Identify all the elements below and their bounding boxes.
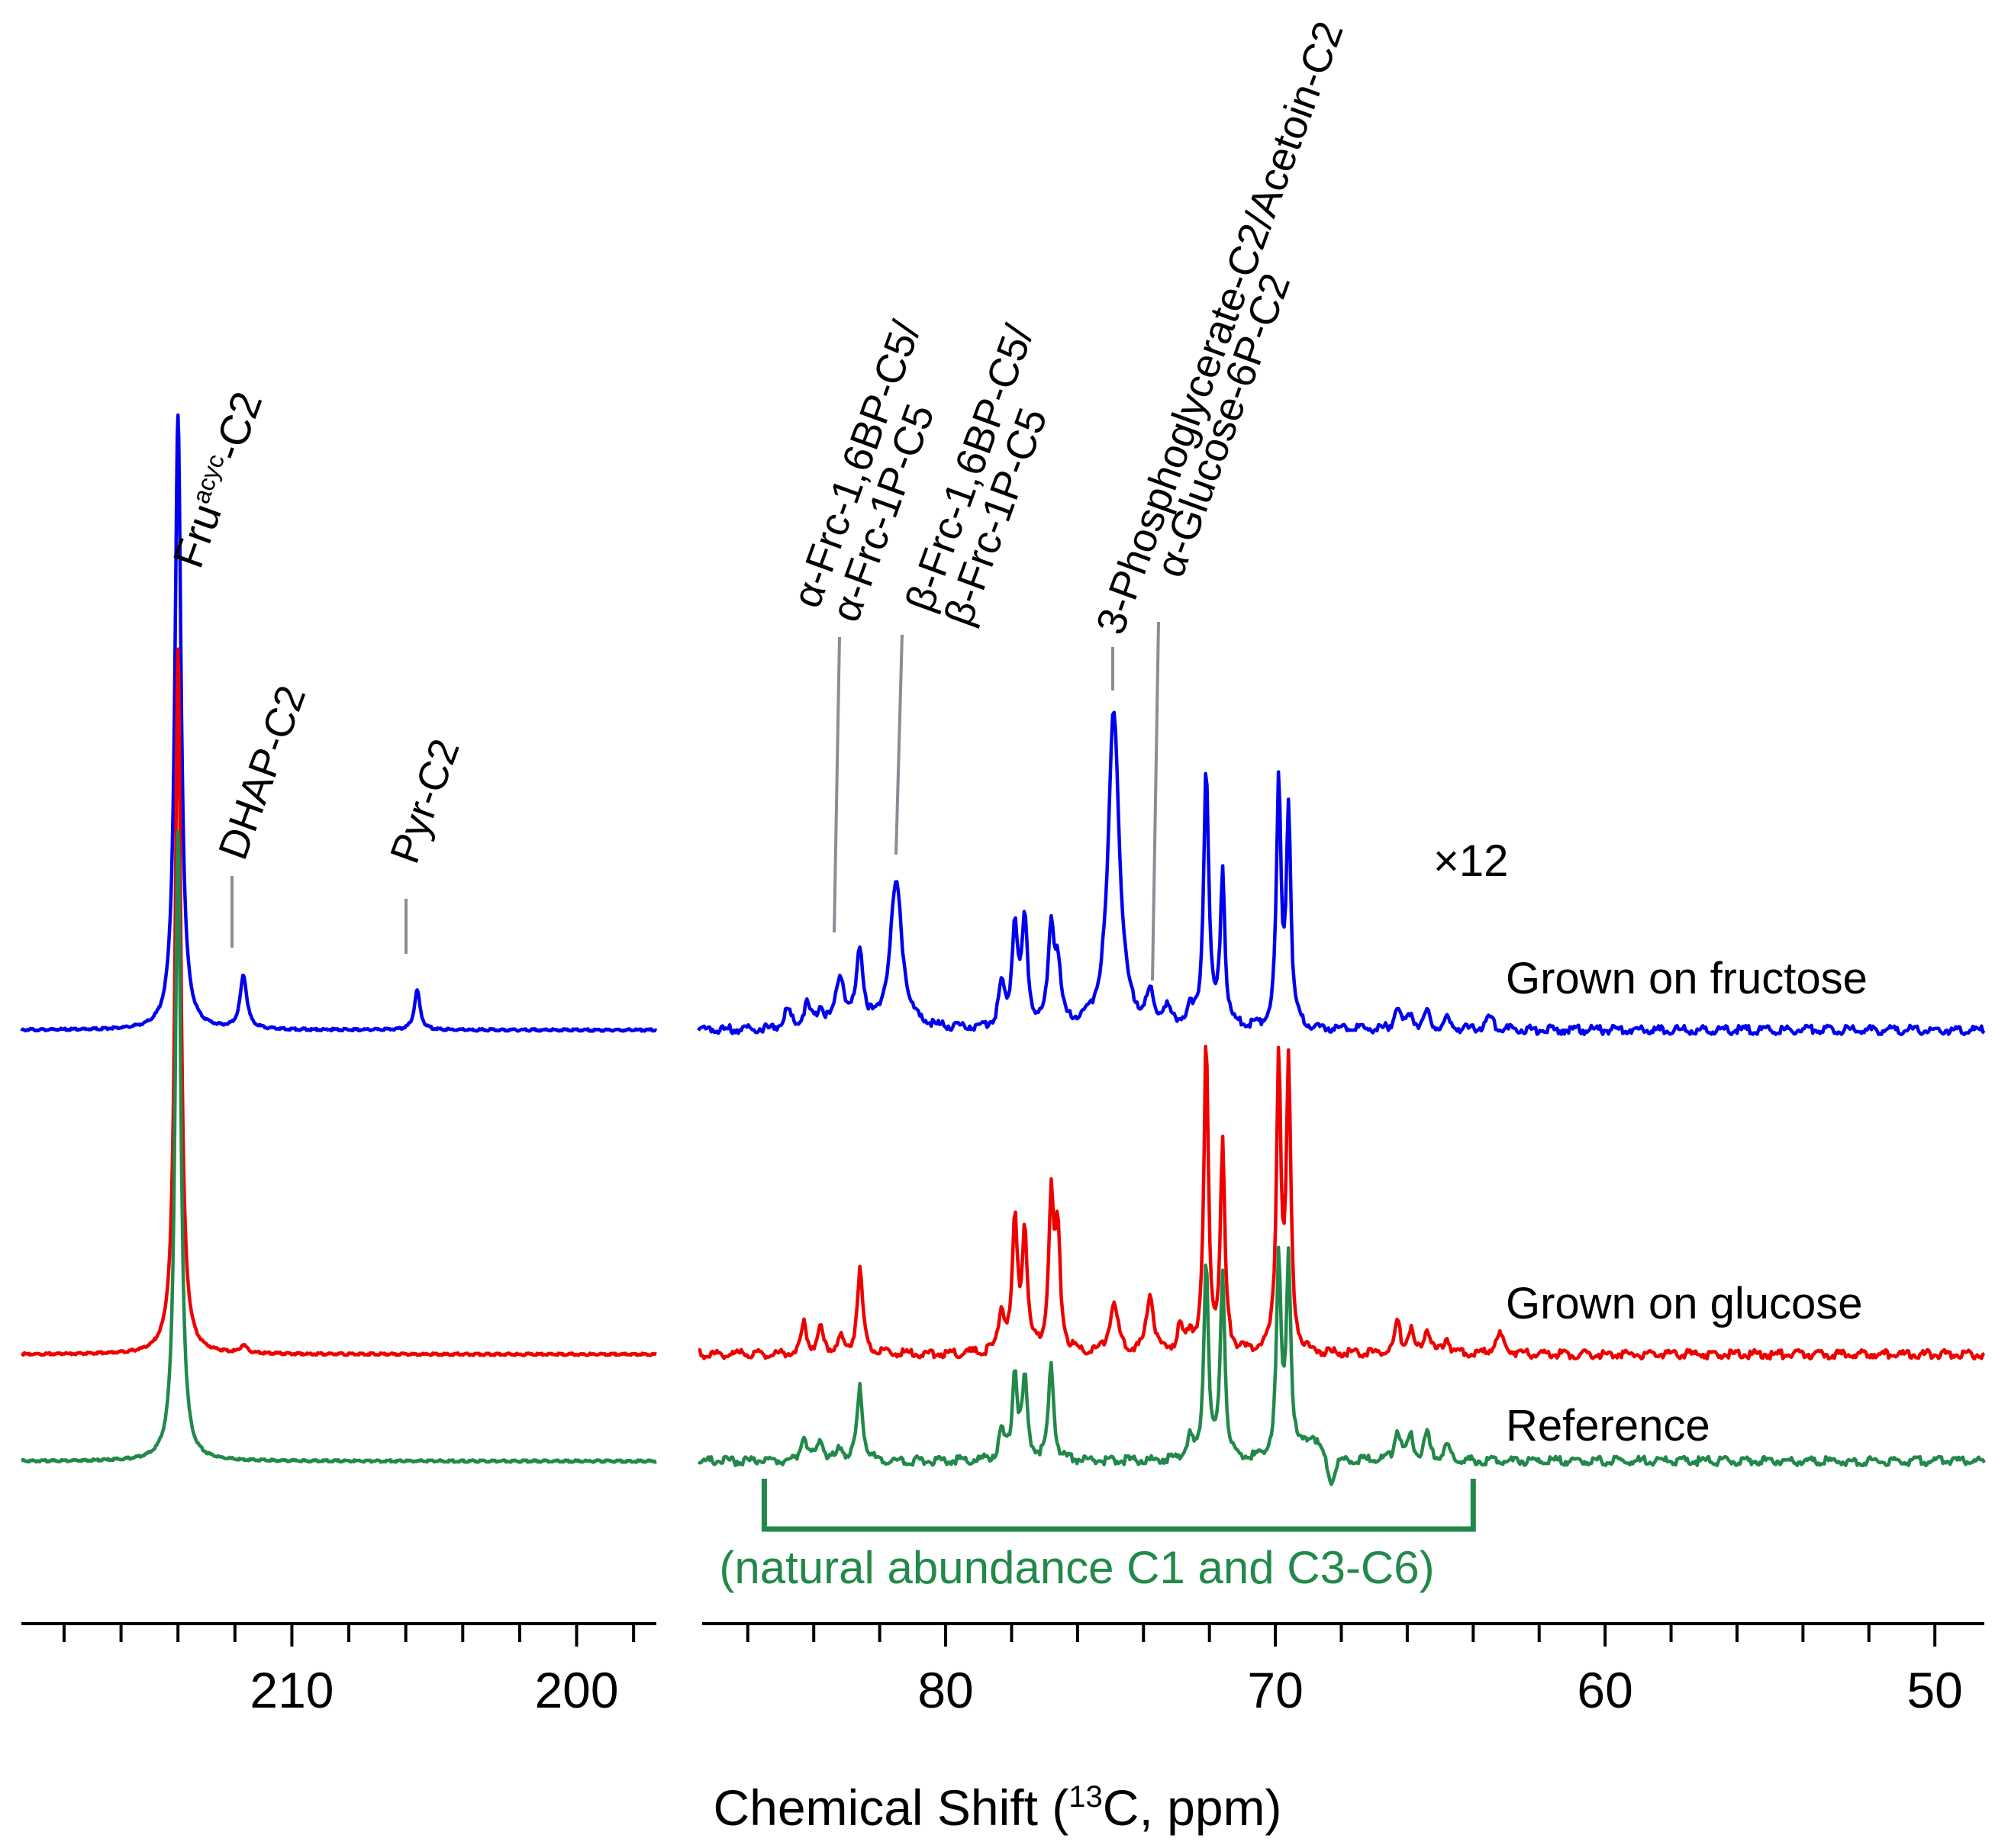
legend-label-reference: Reference	[1506, 1401, 1710, 1450]
peak-annotation-label: DHAP-C2	[210, 680, 314, 865]
axes-group: 210 200 80 70 60 50	[21, 1622, 1984, 1718]
peak-annotation-label: 3-Phosphoglycerate-C2/Acetoin-C2	[1088, 15, 1352, 640]
scale-factor-label: ×12	[1433, 836, 1508, 886]
annotation-leader-line	[833, 636, 841, 933]
legend-label-fructose: Grown on fructose	[1506, 954, 1868, 1003]
peak-annotation: 3-Phosphoglycerate-C2/Acetoin-C2	[1088, 15, 1352, 640]
peak-annotation-label: Pyr-C2	[382, 733, 469, 869]
spectra-group	[20, 413, 1986, 1486]
tick-label-left: 210	[250, 1662, 334, 1718]
x-axis-title-suffix: C, ppm)	[1103, 1779, 1282, 1836]
legend-label-glucose: Grown on glucose	[1506, 1279, 1862, 1328]
spectrum-right-reference	[698, 1245, 1986, 1486]
natural-abundance-bracket	[761, 1479, 1476, 1532]
tick-label-right: 50	[1906, 1662, 1962, 1718]
x-axis-title-prefix: Chemical Shift (	[713, 1779, 1068, 1836]
tick-label-right: 80	[917, 1662, 973, 1718]
x-axis-title: Chemical Shift (13C, ppm)	[713, 1779, 1281, 1836]
spectrum-left-grown-on-glucose	[20, 647, 658, 1357]
bracket-label: (natural abundance C1 and C3-C6)	[719, 1542, 1434, 1593]
tick-label-right: 70	[1247, 1662, 1303, 1718]
spectrum-right-grown-on-glucose	[698, 1045, 1986, 1361]
tick-label-right: 60	[1577, 1662, 1632, 1718]
peak-annotation: β-Frc-1,6BP-C5/β-Frc-1P-C5	[897, 319, 1056, 631]
annotation-leader-line	[1151, 621, 1160, 981]
spectrum-right-grown-on-fructose	[697, 710, 1986, 1037]
tick-label-left: 200	[534, 1662, 618, 1718]
peak-annotation: DHAP-C2	[210, 680, 314, 865]
peak-annotation: Pyr-C2	[382, 733, 469, 869]
spectrum-left-reference	[20, 829, 658, 1464]
spectrum-left-grown-on-fructose	[20, 413, 658, 1033]
x-axis-title-superscript: 13	[1068, 1780, 1103, 1814]
annotation-leader-line	[894, 634, 904, 855]
